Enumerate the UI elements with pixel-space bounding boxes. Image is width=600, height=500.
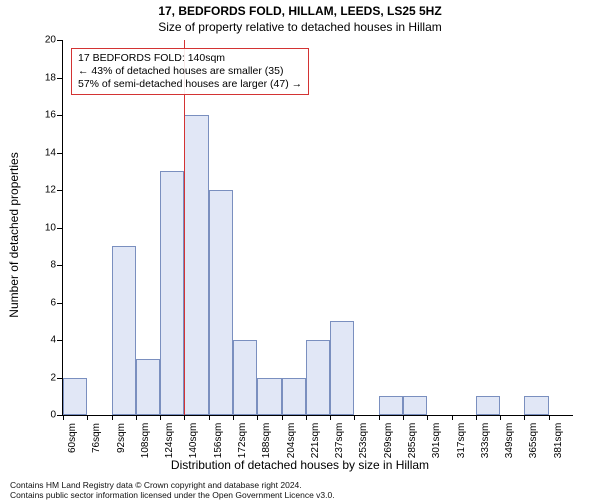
x-tick-mark (209, 415, 210, 420)
y-tick-label: 16 (0, 110, 56, 121)
x-tick-label: 285sqm (407, 423, 418, 459)
y-tick-label: 12 (0, 185, 56, 196)
x-tick-label: 204sqm (286, 423, 297, 459)
x-tick-label: 349sqm (504, 423, 515, 459)
annotation-line3: 57% of semi-detached houses are larger (… (78, 78, 302, 91)
y-tick-label: 8 (0, 260, 56, 271)
x-tick-label: 156sqm (213, 423, 224, 459)
x-tick-mark (257, 415, 258, 420)
footer-line1: Contains HM Land Registry data © Crown c… (10, 480, 335, 490)
x-tick-label: 188sqm (261, 423, 272, 459)
y-tick-label: 2 (0, 372, 56, 383)
x-tick-mark (330, 415, 331, 420)
x-tick-mark (524, 415, 525, 420)
x-tick-label: 124sqm (164, 423, 175, 459)
x-tick-label: 221sqm (310, 423, 321, 459)
x-tick-label: 237sqm (334, 423, 345, 459)
x-tick-mark (306, 415, 307, 420)
x-tick-mark (452, 415, 453, 420)
histogram-bar (112, 246, 136, 415)
x-tick-mark (549, 415, 550, 420)
x-tick-mark (379, 415, 380, 420)
y-tick-label: 20 (0, 35, 56, 46)
x-tick-label: 269sqm (383, 423, 394, 459)
x-tick-label: 172sqm (237, 423, 248, 459)
x-tick-mark (282, 415, 283, 420)
x-tick-mark (500, 415, 501, 420)
x-tick-mark (233, 415, 234, 420)
x-tick-label: 92sqm (116, 423, 127, 453)
x-tick-mark (427, 415, 428, 420)
x-tick-label: 381sqm (553, 423, 564, 459)
x-tick-label: 333sqm (480, 423, 491, 459)
x-tick-label: 253sqm (358, 423, 369, 459)
x-tick-mark (136, 415, 137, 420)
x-tick-mark (354, 415, 355, 420)
chart-title-sub: Size of property relative to detached ho… (0, 20, 600, 34)
x-tick-mark (184, 415, 185, 420)
histogram-bar (379, 396, 403, 415)
histogram-bar (160, 171, 184, 415)
y-tick-label: 0 (0, 410, 56, 421)
plot-area: 17 BEDFORDS FOLD: 140sqm ← 43% of detach… (62, 40, 573, 416)
histogram-bar (306, 340, 330, 415)
x-tick-label: 108sqm (140, 423, 151, 459)
x-tick-label: 76sqm (91, 423, 102, 453)
x-tick-label: 301sqm (431, 423, 442, 459)
chart-title-main: 17, BEDFORDS FOLD, HILLAM, LEEDS, LS25 5… (0, 4, 600, 18)
x-axis-label: Distribution of detached houses by size … (0, 458, 600, 472)
histogram-bar (282, 378, 306, 416)
y-tick-label: 6 (0, 297, 56, 308)
x-tick-label: 60sqm (67, 423, 78, 453)
y-axis-label: Number of detached properties (7, 152, 21, 317)
histogram-bar (209, 190, 233, 415)
histogram-bar (63, 378, 87, 416)
x-tick-label: 140sqm (188, 423, 199, 459)
histogram-bar (330, 321, 354, 415)
y-tick-label: 18 (0, 72, 56, 83)
chart-container: 17, BEDFORDS FOLD, HILLAM, LEEDS, LS25 5… (0, 0, 600, 500)
histogram-bar (233, 340, 257, 415)
x-tick-mark (112, 415, 113, 420)
x-tick-mark (63, 415, 64, 420)
footer: Contains HM Land Registry data © Crown c… (10, 480, 335, 500)
y-tick-label: 10 (0, 222, 56, 233)
x-tick-mark (476, 415, 477, 420)
x-tick-mark (87, 415, 88, 420)
y-tick-label: 4 (0, 335, 56, 346)
histogram-bar (257, 378, 281, 416)
histogram-bar (403, 396, 427, 415)
y-tick-label: 14 (0, 147, 56, 158)
x-tick-mark (403, 415, 404, 420)
x-tick-mark (160, 415, 161, 420)
histogram-bar (524, 396, 548, 415)
annotation-line1: 17 BEDFORDS FOLD: 140sqm (78, 52, 302, 65)
annotation-box: 17 BEDFORDS FOLD: 140sqm ← 43% of detach… (71, 48, 309, 95)
x-tick-label: 365sqm (528, 423, 539, 459)
marker-line (184, 40, 185, 415)
histogram-bar (184, 115, 208, 415)
histogram-bar (476, 396, 500, 415)
x-tick-label: 317sqm (456, 423, 467, 459)
histogram-bar (136, 359, 160, 415)
annotation-line2: ← 43% of detached houses are smaller (35… (78, 65, 302, 78)
footer-line2: Contains public sector information licen… (10, 490, 335, 500)
